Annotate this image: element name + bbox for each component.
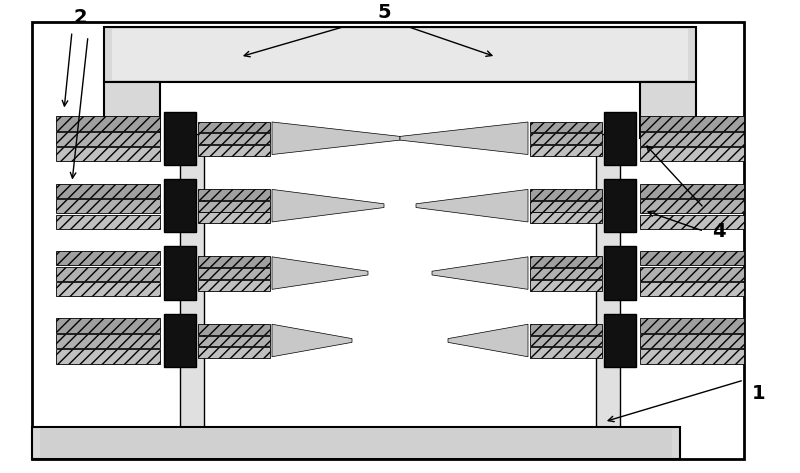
Bar: [104, 82, 160, 138]
Bar: [56, 318, 160, 333]
Bar: [40, 429, 672, 457]
Polygon shape: [400, 122, 528, 155]
Bar: [198, 280, 270, 291]
Bar: [56, 267, 160, 281]
Bar: [56, 184, 160, 198]
Bar: [640, 199, 744, 213]
Bar: [596, 133, 620, 433]
Bar: [604, 179, 636, 232]
Bar: [56, 147, 160, 161]
Bar: [198, 324, 270, 334]
Text: 5: 5: [377, 3, 391, 22]
Bar: [604, 314, 636, 367]
Polygon shape: [272, 189, 384, 222]
Text: 1: 1: [752, 385, 766, 403]
Bar: [604, 246, 636, 300]
Bar: [56, 282, 160, 296]
Bar: [112, 29, 688, 80]
Bar: [198, 145, 270, 156]
Bar: [530, 280, 602, 291]
Bar: [198, 189, 270, 200]
Bar: [530, 335, 602, 346]
Bar: [56, 199, 160, 213]
Bar: [198, 133, 270, 144]
Text: 2: 2: [73, 8, 87, 26]
Polygon shape: [432, 257, 528, 289]
Polygon shape: [448, 324, 528, 357]
Bar: [530, 324, 602, 334]
Bar: [640, 334, 744, 348]
Bar: [56, 215, 160, 229]
Bar: [530, 122, 602, 132]
Bar: [198, 201, 270, 211]
Bar: [640, 116, 744, 131]
Bar: [198, 212, 270, 223]
Bar: [640, 318, 744, 333]
Bar: [164, 314, 196, 367]
Bar: [530, 347, 602, 358]
Bar: [56, 251, 160, 265]
Bar: [164, 179, 196, 232]
Bar: [530, 189, 602, 200]
Bar: [530, 133, 602, 144]
Bar: [640, 147, 744, 161]
Bar: [604, 112, 636, 165]
Bar: [640, 82, 696, 138]
Polygon shape: [272, 257, 368, 289]
Bar: [56, 350, 160, 364]
Bar: [640, 132, 744, 146]
Bar: [198, 347, 270, 358]
Bar: [640, 282, 744, 296]
Bar: [164, 112, 196, 165]
Bar: [640, 215, 744, 229]
Bar: [180, 133, 204, 433]
Bar: [640, 184, 744, 198]
Bar: [640, 267, 744, 281]
Bar: [530, 268, 602, 279]
Bar: [32, 427, 680, 459]
Bar: [530, 256, 602, 267]
Bar: [56, 334, 160, 348]
Bar: [32, 22, 744, 459]
Bar: [164, 246, 196, 300]
Bar: [640, 251, 744, 265]
Bar: [56, 116, 160, 131]
Bar: [530, 212, 602, 223]
Text: 4: 4: [712, 222, 726, 241]
Bar: [198, 256, 270, 267]
Polygon shape: [272, 122, 400, 155]
Bar: [198, 268, 270, 279]
Bar: [530, 201, 602, 211]
Bar: [198, 122, 270, 132]
Bar: [104, 26, 696, 82]
Bar: [640, 350, 744, 364]
Polygon shape: [416, 189, 528, 222]
Polygon shape: [272, 324, 352, 357]
Bar: [56, 132, 160, 146]
Bar: [530, 145, 602, 156]
Bar: [198, 335, 270, 346]
